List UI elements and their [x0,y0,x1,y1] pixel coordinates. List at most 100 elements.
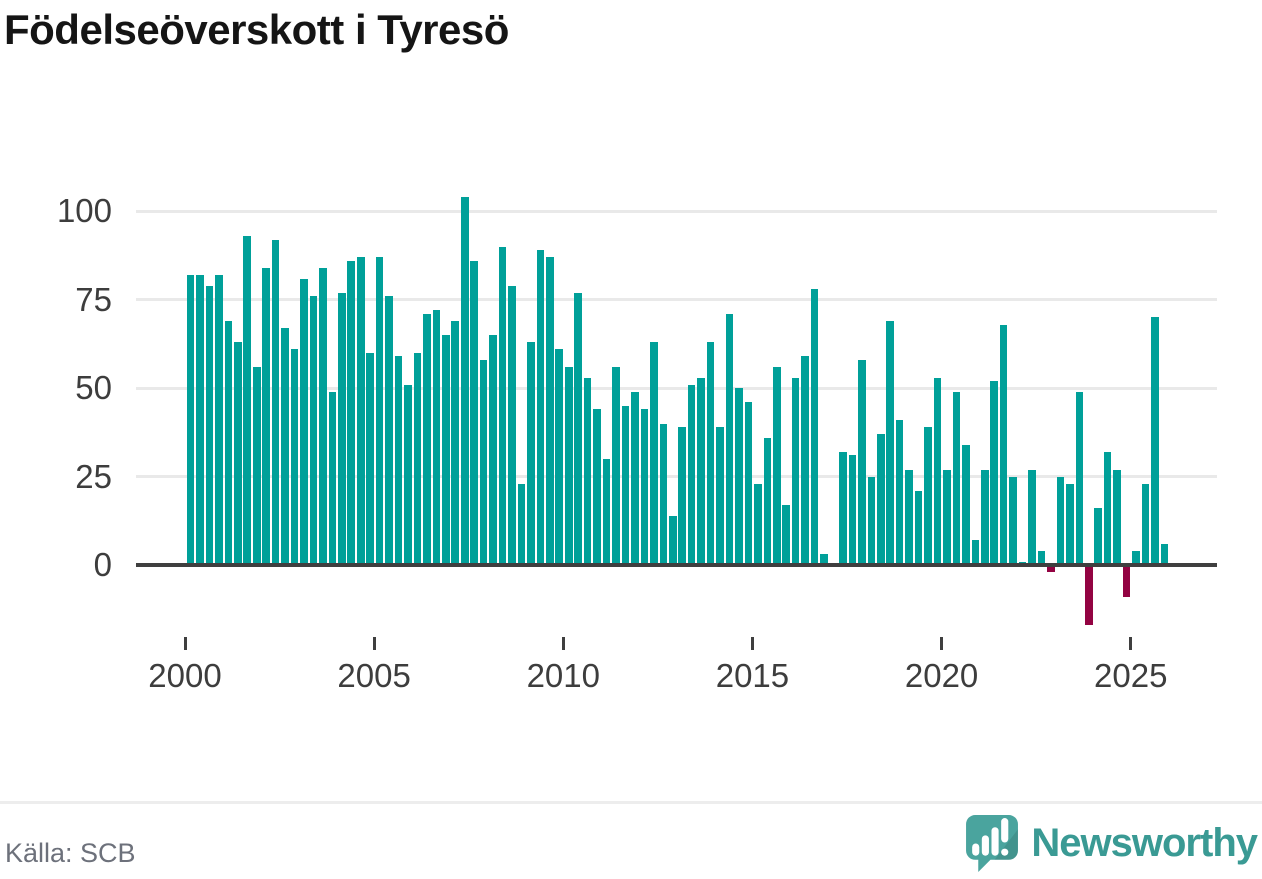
bar-2014-Q1[interactable] [716,427,724,565]
bar-2016-Q2[interactable] [801,356,809,565]
bar-2007-Q2[interactable] [460,197,469,565]
negative-bar-2023-Q4[interactable] [1084,565,1093,626]
bar-2002-Q4[interactable] [290,349,299,565]
bar-2023-Q2[interactable] [1066,483,1074,565]
bar-2011-Q4[interactable] [631,391,639,565]
bar-2005-Q1[interactable] [375,257,384,565]
bar-2023-Q3[interactable] [1075,391,1084,565]
bar-2019-Q4[interactable] [933,377,942,565]
bar-2015-Q3[interactable] [772,366,781,565]
bar-2007-Q3[interactable] [470,260,478,565]
bar-2024-Q3[interactable] [1113,469,1121,565]
bar-2009-Q2[interactable] [536,250,545,565]
bar-2014-Q3[interactable] [735,388,743,565]
bar-2006-Q3[interactable] [432,310,441,565]
bar-2014-Q4[interactable] [744,402,753,565]
bar-2004-Q1[interactable] [338,292,346,565]
bar-2001-Q2[interactable] [234,342,242,565]
bar-2006-Q2[interactable] [423,313,431,565]
bar-2013-Q3[interactable] [697,377,705,565]
bar-2023-Q1[interactable] [1056,476,1065,565]
bar-2003-Q2[interactable] [309,296,318,565]
bar-2021-Q1[interactable] [980,469,989,565]
bar-2016-Q3[interactable] [810,289,819,565]
bar-2017-Q2[interactable] [839,451,847,565]
bar-2010-Q3[interactable] [583,377,592,565]
bar-2003-Q1[interactable] [300,278,308,565]
bar-2006-Q4[interactable] [442,335,450,565]
bar-2025-Q2[interactable] [1141,483,1150,565]
bar-2016-Q4[interactable] [820,554,828,565]
bar-2005-Q2[interactable] [385,296,393,565]
bar-2010-Q4[interactable] [593,409,601,565]
bar-2009-Q3[interactable] [546,257,554,565]
bar-2021-Q3[interactable] [999,324,1008,565]
newsworthy-logo[interactable]: Newsworthy [966,815,1258,872]
negative-bar-2022-Q4[interactable] [1047,565,1055,573]
bar-2011-Q1[interactable] [602,458,611,565]
bar-2020-Q4[interactable] [971,540,980,565]
bar-2025-Q1[interactable] [1132,550,1140,565]
bar-2017-Q3[interactable] [848,455,857,565]
bar-2012-Q4[interactable] [668,515,677,565]
bar-2012-Q1[interactable] [640,409,649,565]
bar-2005-Q4[interactable] [404,384,412,565]
bar-2008-Q1[interactable] [489,335,497,565]
negative-bar-2024-Q4[interactable] [1122,565,1131,597]
bar-2007-Q1[interactable] [451,320,460,565]
bar-2011-Q3[interactable] [621,405,630,565]
bar-2014-Q2[interactable] [725,313,734,565]
bar-2000-Q2[interactable] [196,275,204,565]
bar-2010-Q1[interactable] [564,366,573,565]
bar-2000-Q1[interactable] [186,275,195,565]
bar-2025-Q4[interactable] [1160,543,1169,565]
bar-2013-Q2[interactable] [687,384,696,565]
bar-2004-Q3[interactable] [356,257,365,565]
bar-2007-Q4[interactable] [479,359,488,565]
bar-2005-Q3[interactable] [394,356,403,565]
bar-2016-Q1[interactable] [791,377,800,565]
bar-2021-Q4[interactable] [1009,476,1017,565]
bar-2003-Q3[interactable] [319,267,327,565]
bar-2025-Q3[interactable] [1151,317,1159,565]
bar-2000-Q4[interactable] [215,275,223,565]
bar-2020-Q3[interactable] [962,444,970,565]
bar-2019-Q3[interactable] [924,427,932,565]
bar-2009-Q1[interactable] [527,342,535,565]
bar-2013-Q4[interactable] [706,342,715,565]
bar-2018-Q1[interactable] [867,476,876,565]
bar-2012-Q3[interactable] [659,423,668,565]
bar-2001-Q1[interactable] [224,320,233,565]
bar-2022-Q3[interactable] [1037,550,1046,565]
bar-2004-Q2[interactable] [347,260,356,565]
bar-2001-Q4[interactable] [252,366,261,565]
bar-2020-Q2[interactable] [952,391,961,565]
bar-2018-Q4[interactable] [895,420,904,565]
bar-2020-Q1[interactable] [943,469,951,565]
bar-2024-Q2[interactable] [1103,451,1112,565]
bar-2011-Q2[interactable] [612,366,620,565]
bar-2018-Q3[interactable] [886,320,895,565]
bar-2000-Q3[interactable] [205,285,214,565]
bar-2008-Q4[interactable] [517,483,526,565]
bar-2019-Q2[interactable] [914,490,923,565]
bar-2012-Q2[interactable] [650,342,658,565]
bar-2008-Q3[interactable] [508,285,516,565]
bar-2019-Q1[interactable] [905,469,913,565]
bar-2022-Q2[interactable] [1028,469,1036,565]
bar-2010-Q2[interactable] [574,292,583,565]
bar-2017-Q4[interactable] [858,359,866,565]
bar-2001-Q3[interactable] [243,236,252,565]
bar-2003-Q4[interactable] [328,391,337,565]
bar-2009-Q4[interactable] [555,349,564,565]
bar-2015-Q4[interactable] [782,504,791,565]
bar-2013-Q1[interactable] [678,427,687,565]
bar-2002-Q2[interactable] [271,239,280,565]
bar-2002-Q3[interactable] [281,328,289,565]
bar-2024-Q1[interactable] [1094,508,1103,565]
bar-2002-Q1[interactable] [262,267,270,565]
bar-2006-Q1[interactable] [413,352,422,565]
bar-2018-Q2[interactable] [876,434,885,565]
bar-2021-Q2[interactable] [990,381,999,565]
bar-2015-Q2[interactable] [763,437,772,565]
